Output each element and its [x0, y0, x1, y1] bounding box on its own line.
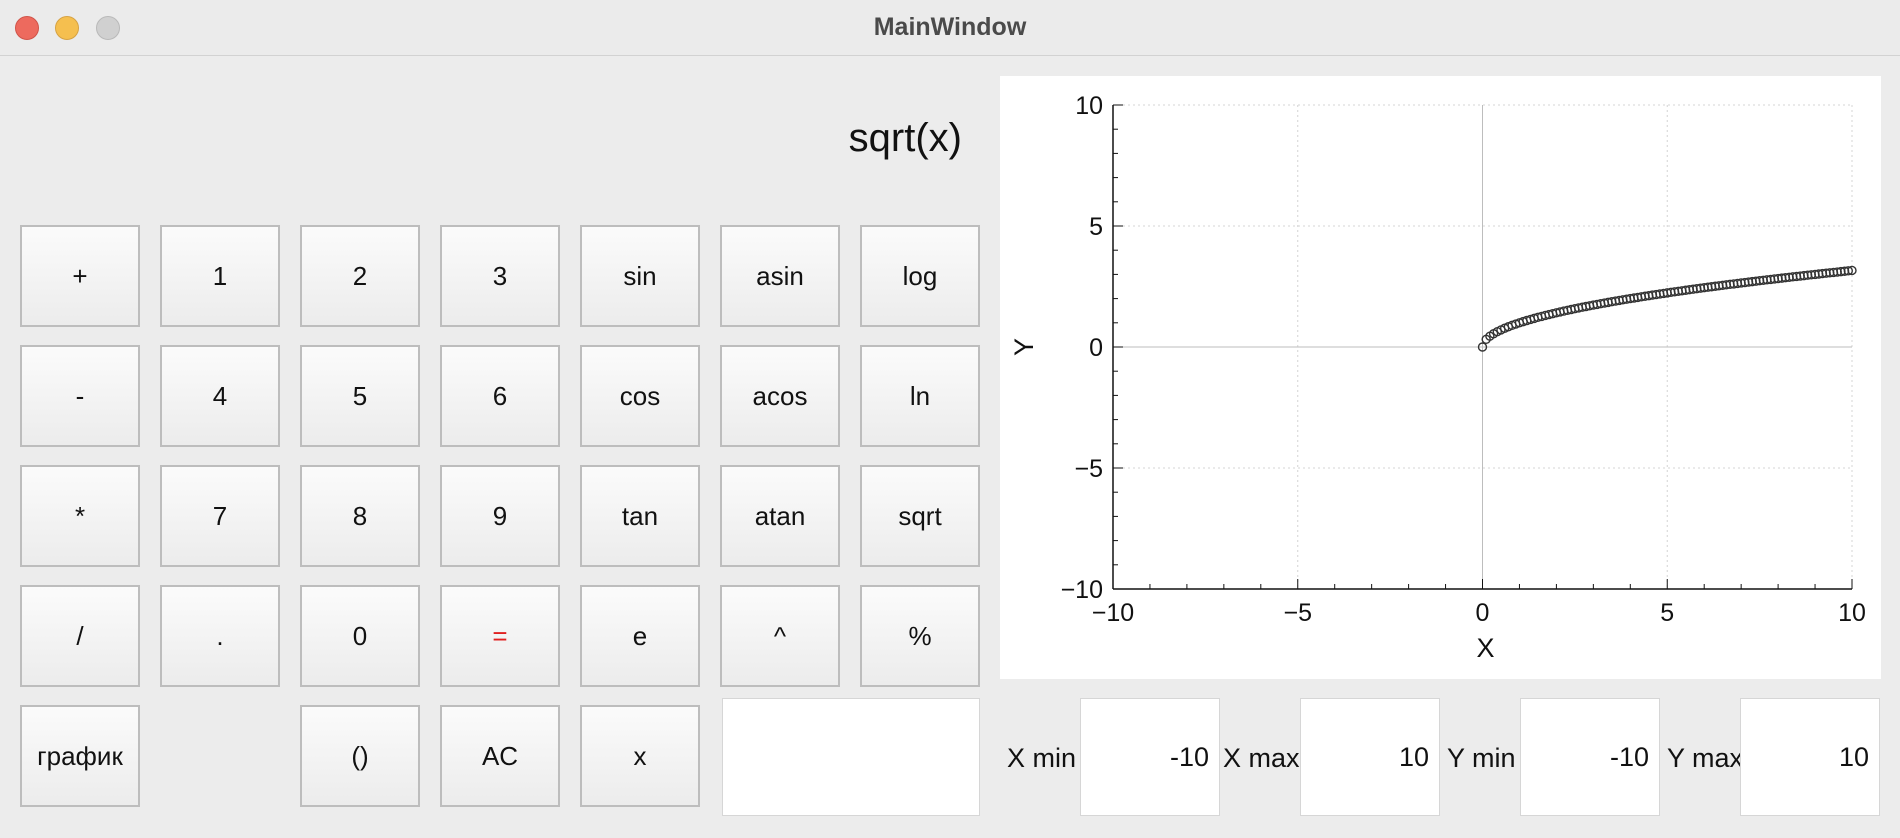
all-clear-button[interactable]: AC [440, 705, 560, 807]
y-axis-label: Y [1009, 338, 1039, 356]
x-max-input[interactable]: 10 [1300, 698, 1440, 816]
ln-button[interactable]: ln [860, 345, 980, 447]
expression-display: sqrt(x) [848, 116, 962, 160]
sqrt-button[interactable]: sqrt [860, 465, 980, 567]
minus-button[interactable]: - [20, 345, 140, 447]
x-tick-label: 0 [1476, 599, 1490, 627]
log-button[interactable]: log [860, 225, 980, 327]
x-tick-label: 10 [1838, 599, 1866, 627]
acos-button[interactable]: acos [720, 345, 840, 447]
y-tick-label: −10 [1061, 576, 1103, 604]
title-bar: MainWindow [0, 0, 1900, 56]
x-max-label: X max [1223, 743, 1300, 773]
asin-button[interactable]: asin [720, 225, 840, 327]
x-tick-label: −5 [1283, 599, 1312, 627]
minimize-window-button[interactable] [55, 16, 79, 40]
divide-button[interactable]: / [20, 585, 140, 687]
data-point [1843, 266, 1854, 276]
digit-1-button[interactable]: 1 [160, 225, 280, 327]
digit-0-button[interactable]: 0 [300, 585, 420, 687]
digit-9-button[interactable]: 9 [440, 465, 560, 567]
window-title: MainWindow [873, 13, 1027, 41]
cos-button[interactable]: cos [580, 345, 700, 447]
y-tick-label: −5 [1074, 455, 1103, 483]
data-point [1477, 342, 1488, 352]
variable-x-button[interactable]: x [580, 705, 700, 807]
y-tick-label: 0 [1089, 334, 1103, 362]
y-tick-label: 5 [1089, 213, 1103, 241]
zoom-window-button[interactable] [96, 16, 120, 40]
digit-7-button[interactable]: 7 [160, 465, 280, 567]
x-min-input[interactable]: -10 [1080, 698, 1220, 816]
plot-canvas: −10 −5 0 5 10 −10 −5 0 5 10 X Y [1009, 92, 1866, 663]
digit-5-button[interactable]: 5 [300, 345, 420, 447]
tan-button[interactable]: tan [580, 465, 700, 567]
x-min-label: X min [1007, 743, 1077, 773]
plot-area: −10 −5 0 5 10 −10 −5 0 5 10 X Y [1000, 76, 1881, 679]
equals-button[interactable]: = [440, 585, 560, 687]
parentheses-button[interactable]: () [300, 705, 420, 807]
y-tick-label: 10 [1075, 92, 1103, 120]
x-tick-label: 5 [1660, 599, 1674, 627]
digit-3-button[interactable]: 3 [440, 225, 560, 327]
sin-button[interactable]: sin [580, 225, 700, 327]
x-axis-label: X [1476, 633, 1494, 663]
y-max-label: Y max [1667, 743, 1744, 773]
plot-graph-button[interactable]: график [20, 705, 140, 807]
y-max-input[interactable]: 10 [1740, 698, 1880, 816]
atan-button[interactable]: atan [720, 465, 840, 567]
digit-4-button[interactable]: 4 [160, 345, 280, 447]
multiply-button[interactable]: * [20, 465, 140, 567]
close-window-button[interactable] [15, 16, 39, 40]
expression-input[interactable] [722, 698, 980, 816]
data-point [1847, 265, 1857, 276]
digit-8-button[interactable]: 8 [300, 465, 420, 567]
y-min-input[interactable]: -10 [1520, 698, 1660, 816]
y-min-label: Y min [1447, 743, 1516, 773]
x-tick-label: −10 [1092, 599, 1134, 627]
euler-e-button[interactable]: e [580, 585, 700, 687]
digit-2-button[interactable]: 2 [300, 225, 420, 327]
power-button[interactable]: ^ [720, 585, 840, 687]
decimal-point-button[interactable]: . [160, 585, 280, 687]
plus-button[interactable]: + [20, 225, 140, 327]
digit-6-button[interactable]: 6 [440, 345, 560, 447]
percent-button[interactable]: % [860, 585, 980, 687]
